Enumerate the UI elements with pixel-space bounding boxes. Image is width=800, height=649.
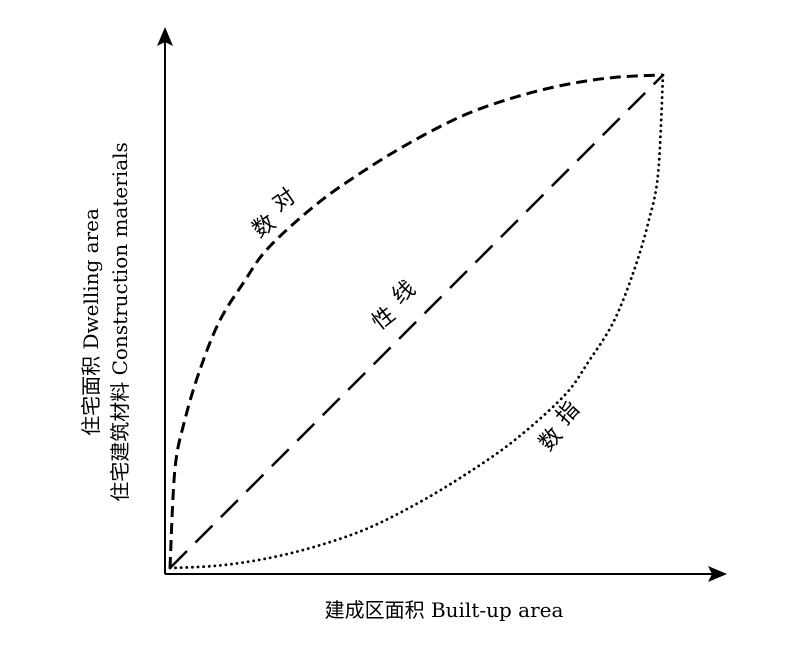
exp-curve-label-char-2: 数 — [535, 423, 568, 456]
y-axis-arrow — [157, 27, 173, 46]
log-curve — [168, 73, 664, 569]
x-axis-arrow — [708, 566, 727, 582]
y-axis-title-line-2: 住宅建筑材料 Construction materials — [108, 142, 132, 502]
y-axis-title-line-1: 住宅面积 Dwelling area — [79, 208, 103, 436]
linear-curve-label-char-1: 线 — [388, 276, 421, 309]
linear-curve-label-char-2: 性 — [368, 302, 401, 335]
log-curve-label-char-2: 数 — [248, 210, 280, 243]
exp-curve — [168, 73, 665, 570]
x-axis-title: 建成区面积 Built-up area — [325, 598, 564, 622]
log-curve-label-char-1: 对 — [268, 184, 300, 217]
linear-curve — [169, 74, 664, 569]
